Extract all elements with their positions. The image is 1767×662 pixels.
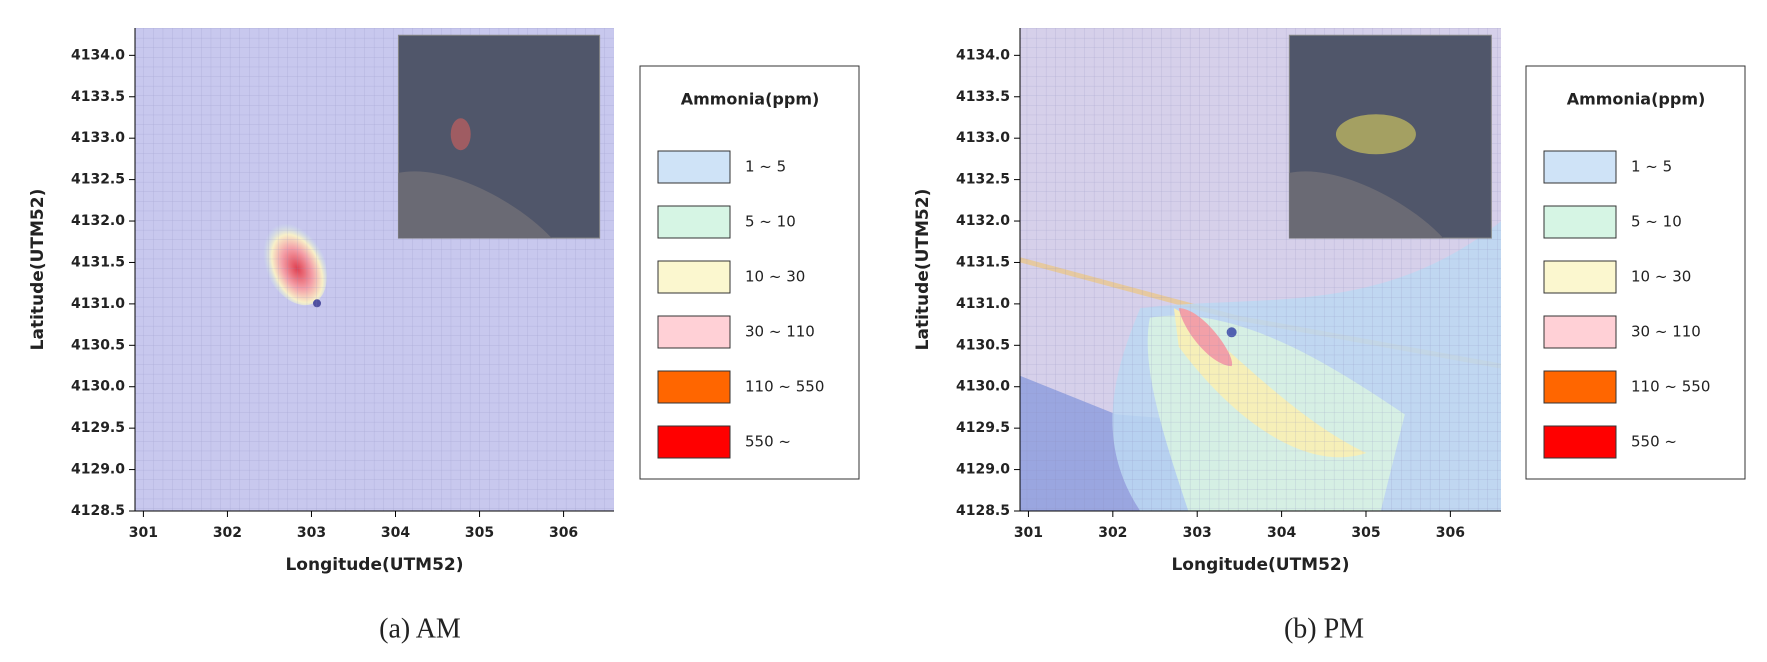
caption: (b) PM: [1284, 613, 1364, 644]
x-tick-label: 303: [1183, 525, 1212, 541]
legend-swatch: [1543, 315, 1617, 349]
legend-label: 10 ~ 30: [745, 268, 805, 286]
x-tick-label: 302: [213, 525, 242, 541]
inset-water: [1289, 171, 1444, 239]
legend-swatch: [657, 260, 731, 294]
x-tick-label: 303: [297, 525, 326, 541]
legend-swatch: [657, 150, 731, 184]
legend-label: 30 ~ 110: [1631, 323, 1701, 341]
legend-swatch: [657, 425, 731, 459]
legend-label: 1 ~ 5: [1631, 158, 1672, 176]
y-tick-label: 4131.5: [71, 254, 125, 270]
caption: (a) AM: [379, 613, 461, 644]
legend-swatch: [1543, 370, 1617, 404]
y-tick-label: 4133.0: [71, 130, 125, 146]
x-tick-label: 305: [1351, 525, 1380, 541]
legend-swatch: [657, 205, 731, 239]
legend-swatch: [1543, 425, 1617, 459]
legend-title: Ammonia(ppm): [1567, 90, 1706, 109]
legend-label: 1 ~ 5: [745, 158, 786, 176]
y-tick-label: 4132.0: [71, 213, 125, 229]
y-tick-label: 4128.5: [956, 503, 1010, 519]
legend-title: Ammonia(ppm): [681, 90, 820, 109]
x-tick-label: 304: [381, 525, 410, 541]
y-tick-label: 4131.0: [71, 296, 125, 312]
map-area: [1020, 28, 1501, 511]
x-tick-label: 302: [1098, 525, 1127, 541]
y-tick-label: 4129.5: [71, 420, 125, 436]
legend-swatch: [657, 315, 731, 349]
x-axis-label: Longitude(UTM52): [285, 555, 463, 575]
y-tick-label: 4134.0: [956, 47, 1010, 63]
x-tick-label: 301: [1014, 525, 1043, 541]
x-tick-label: 304: [1267, 525, 1296, 541]
legend-label: 550 ~: [745, 433, 791, 451]
y-axis-label: Latitude(UTM52): [28, 189, 48, 351]
y-tick-label: 4133.0: [956, 130, 1010, 146]
inset-plume: [1335, 114, 1416, 155]
legend-label: 5 ~ 10: [1631, 213, 1682, 231]
y-tick-label: 4130.0: [956, 379, 1010, 395]
legend-swatch: [1543, 205, 1617, 239]
legend-swatch: [1543, 260, 1617, 294]
y-tick-label: 4129.0: [956, 462, 1010, 478]
y-tick-label: 4131.5: [956, 254, 1010, 270]
x-tick-label: 306: [549, 525, 578, 541]
legend-label: 30 ~ 110: [745, 323, 815, 341]
x-tick-label: 306: [1436, 525, 1465, 541]
x-axis-label: Longitude(UTM52): [1171, 555, 1349, 575]
y-tick-label: 4129.0: [71, 462, 125, 478]
panel: 301 302 303 304 305 306 4128.5 4129.0 4129.5 4130…: [913, 28, 1746, 644]
y-tick-label: 4133.5: [956, 89, 1010, 105]
y-tick-label: 4133.5: [71, 89, 125, 105]
x-tick-label: 301: [129, 525, 158, 541]
legend-swatch: [1543, 150, 1617, 184]
y-tick-label: 4134.0: [71, 47, 125, 63]
y-tick-label: 4130.0: [71, 379, 125, 395]
y-tick-label: 4128.5: [71, 503, 125, 519]
legend-label: 110 ~ 550: [1631, 378, 1710, 396]
x-tick-label: 305: [465, 525, 494, 541]
legend-label: 10 ~ 30: [1631, 268, 1691, 286]
legend: Ammonia(ppm) 1 ~ 5 5 ~ 10 10 ~ 30 30 ~ 110 11…: [639, 65, 860, 480]
y-tick-label: 4130.5: [71, 337, 125, 353]
legend-label: 550 ~: [1631, 433, 1677, 451]
legend: Ammonia(ppm) 1 ~ 5 5 ~ 10 10 ~ 30 30 ~ 110 11…: [1525, 65, 1746, 480]
inset-plume: [450, 118, 471, 151]
y-tick-label: 4130.5: [956, 337, 1010, 353]
y-tick-label: 4132.5: [956, 172, 1010, 188]
panel: 301 302 303 304 305 306 4128.5 4129.0 4129.5 4130…: [28, 28, 860, 644]
legend-swatch: [657, 370, 731, 404]
legend-label: 110 ~ 550: [745, 378, 824, 396]
y-tick-label: 4131.0: [956, 296, 1010, 312]
legend-label: 5 ~ 10: [745, 213, 796, 231]
y-tick-label: 4129.5: [956, 420, 1010, 436]
y-tick-label: 4132.0: [956, 213, 1010, 229]
inset-water: [398, 171, 552, 239]
y-tick-label: 4132.5: [71, 172, 125, 188]
y-axis-label: Latitude(UTM52): [913, 189, 933, 351]
